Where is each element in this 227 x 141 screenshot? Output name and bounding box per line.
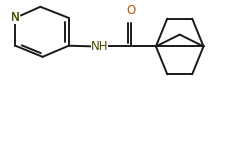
Text: O: O bbox=[126, 4, 135, 17]
Text: N: N bbox=[11, 11, 20, 24]
Text: NH: NH bbox=[90, 40, 108, 53]
Text: N: N bbox=[11, 11, 20, 24]
